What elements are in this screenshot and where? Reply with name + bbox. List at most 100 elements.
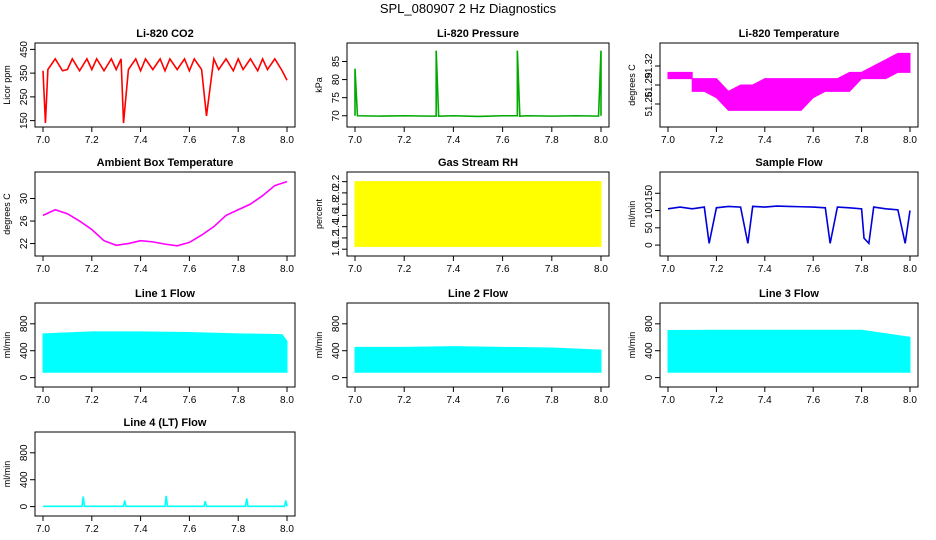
- chart-line-3-flow-x-tick-label: 7.4: [758, 395, 772, 406]
- chart-li-820-co2-y-tick-label: 150: [19, 112, 30, 129]
- chart-sample-flow-frame: [659, 171, 919, 257]
- chart-li-820-temperature-title: Li-820 Temperature: [739, 28, 840, 40]
- chart-line-1-flow-ylabel: ml/min: [2, 332, 12, 359]
- chart-li-820-co2-title: Li-820 CO2: [136, 28, 193, 40]
- chart-li-820-pressure-x-tick-label: 7.4: [446, 135, 460, 146]
- chart-line-4-lt-flow-y-tick-label: 400: [19, 471, 30, 488]
- chart-ambient-box-temperature-y-tick-label: 26: [19, 215, 30, 227]
- chart-line-4-lt-flow-y-tick-label: 0: [19, 503, 30, 509]
- chart-line-4-lt-flow-y-tick-label: 800: [19, 444, 30, 461]
- chart-sample-flow-y-tick-label: 150: [644, 184, 655, 201]
- chart-li-820-temperature-band: [667, 52, 911, 111]
- chart-li-820-co2-frame: [34, 42, 296, 128]
- chart-line-2-flow-band: [354, 346, 602, 373]
- chart-gas-stream-rh-y-tick-label: 1.0: [331, 242, 342, 256]
- chart-ambient-box-temperature-x-tick-label: 7.6: [182, 264, 196, 275]
- chart-gas-stream-rh-y-tick-label: 1.4: [331, 219, 342, 233]
- chart-li-820-pressure-frame: [346, 42, 610, 128]
- chart-li-820-temperature-x-tick-label: 7.8: [855, 135, 869, 146]
- chart-sample-flow-x-tick-label: 7.2: [709, 264, 723, 275]
- chart-line-4-lt-flow-x-tick-label: 7.8: [231, 524, 245, 535]
- chart-li-820-pressure-line: [354, 50, 602, 118]
- chart-li-820-temperature-y-tick-label: 51.29: [644, 72, 655, 97]
- chart-line-2-flow-frame: [346, 302, 610, 388]
- chart-sample-flow-line: [667, 205, 911, 246]
- chart-line-3-flow-y-tick-label: 800: [644, 315, 655, 332]
- chart-line-4-lt-flow-x-tick-label: 7.6: [182, 524, 196, 535]
- chart-ambient-box-temperature-x-tick-label: 7.2: [85, 264, 99, 275]
- chart-ambient-box-temperature-line: [42, 180, 288, 247]
- chart-ambient-box-temperature-x-tick-label: 8.0: [280, 264, 294, 275]
- page-title: SPL_080907 2 Hz Diagnostics: [379, 1, 557, 16]
- chart-line-1-flow-y-tick-label: 0: [19, 374, 30, 380]
- chart-li-820-pressure-ylabel: kPa: [314, 77, 324, 93]
- chart-li-820-pressure-x-tick-label: 8.0: [594, 135, 608, 146]
- chart-li-820-temperature-x-tick-label: 7.2: [709, 135, 723, 146]
- chart-ambient-box-temperature-x-tick-label: 7.8: [231, 264, 245, 275]
- chart-sample-flow-title: Sample Flow: [755, 157, 823, 169]
- chart-line-4-lt-flow-x-tick-label: 8.0: [280, 524, 294, 535]
- chart-li-820-co2-y-tick-label: 450: [19, 41, 30, 58]
- chart-line-4-lt-flow-ylabel: ml/min: [2, 461, 12, 488]
- chart-li-820-pressure-y-tick-label: 85: [331, 55, 342, 67]
- chart-gas-stream-rh-x-tick-label: 7.0: [348, 264, 362, 275]
- chart-sample-flow-x-tick-label: 7.6: [806, 264, 820, 275]
- chart-sample-flow-x-tick-label: 7.0: [661, 264, 675, 275]
- chart-line-1-flow-x-tick-label: 7.0: [36, 395, 50, 406]
- chart-li-820-pressure-x-tick-label: 7.6: [496, 135, 510, 146]
- chart-li-820-temperature-x-tick-label: 7.4: [758, 135, 772, 146]
- chart-line-2-flow-y-tick-label: 0: [331, 374, 342, 380]
- chart-line-4-lt-flow-x-tick-label: 7.2: [85, 524, 99, 535]
- chart-sample-flow-y-tick-label: 0: [644, 242, 655, 248]
- chart-li-820-pressure-x-tick-label: 7.0: [348, 135, 362, 146]
- chart-line-2-flow-x-tick-label: 8.0: [594, 395, 608, 406]
- chart-ambient-box-temperature-y-tick-label: 22: [19, 238, 30, 250]
- chart-line-1-flow-x-tick-label: 7.2: [85, 395, 99, 406]
- chart-li-820-pressure-y-tick-label: 80: [331, 74, 342, 86]
- chart-li-820-temperature-x-tick-label: 7.6: [806, 135, 820, 146]
- chart-li-820-temperature-y-tick-label: 51.26: [644, 91, 655, 116]
- chart-sample-flow-ylabel: ml/min: [627, 201, 637, 228]
- chart-li-820-temperature-ylabel: degrees C: [627, 64, 637, 106]
- chart-gas-stream-rh-ylabel: percent: [314, 198, 324, 229]
- chart-li-820-pressure-y-tick-label: 70: [331, 110, 342, 122]
- chart-line-3-flow-x-tick-label: 7.2: [709, 395, 723, 406]
- chart-line-3-flow-band: [667, 329, 911, 373]
- chart-gas-stream-rh-x-tick-label: 8.0: [594, 264, 608, 275]
- chart-line-2-flow-x-tick-label: 7.8: [545, 395, 559, 406]
- chart-line-1-flow-x-tick-label: 7.6: [182, 395, 196, 406]
- chart-li-820-temperature-y-tick-label: 51.32: [644, 53, 655, 78]
- chart-gas-stream-rh-band: [354, 181, 602, 247]
- chart-li-820-pressure-x-tick-label: 7.2: [397, 135, 411, 146]
- chart-gas-stream-rh-x-tick-label: 7.2: [397, 264, 411, 275]
- chart-gas-stream-rh-y-tick-label: 1.6: [331, 208, 342, 222]
- chart-line-3-flow-ylabel: ml/min: [627, 332, 637, 359]
- chart-line-2-flow-y-tick-label: 400: [331, 342, 342, 359]
- chart-line-3-flow-x-tick-label: 7.6: [806, 395, 820, 406]
- chart-li-820-temperature-x-tick-label: 8.0: [903, 135, 917, 146]
- chart-gas-stream-rh-y-tick-label: 2.0: [331, 186, 342, 200]
- chart-li-820-co2-x-tick-label: 7.2: [85, 135, 99, 146]
- chart-line-4-lt-flow-title: Line 4 (LT) Flow: [124, 417, 207, 429]
- chart-li-820-co2-x-tick-label: 7.4: [134, 135, 148, 146]
- chart-sample-flow-x-tick-label: 8.0: [903, 264, 917, 275]
- chart-li-820-co2-y-tick-label: 250: [19, 88, 30, 105]
- chart-line-4-lt-flow-x-tick-label: 7.4: [134, 524, 148, 535]
- chart-ambient-box-temperature-x-tick-label: 7.4: [134, 264, 148, 275]
- chart-line-2-flow-x-tick-label: 7.2: [397, 395, 411, 406]
- chart-line-4-lt-flow-frame: [34, 431, 296, 517]
- chart-line-2-flow-x-tick-label: 7.0: [348, 395, 362, 406]
- chart-line-4-lt-flow-x-tick-label: 7.0: [36, 524, 50, 535]
- chart-line-3-flow-title: Line 3 Flow: [759, 288, 819, 300]
- chart-ambient-box-temperature-x-tick-label: 7.0: [36, 264, 50, 275]
- chart-li-820-co2-y-tick-label: 350: [19, 64, 30, 81]
- chart-li-820-temperature-x-tick-label: 7.0: [661, 135, 675, 146]
- chart-gas-stream-rh-y-tick-label: 2.2: [331, 174, 342, 188]
- chart-line-1-flow-y-tick-label: 800: [19, 315, 30, 332]
- chart-line-2-flow-ylabel: ml/min: [314, 332, 324, 359]
- chart-ambient-box-temperature-title: Ambient Box Temperature: [97, 157, 234, 169]
- chart-line-1-flow-y-tick-label: 400: [19, 342, 30, 359]
- chart-line-2-flow-x-tick-label: 7.4: [446, 395, 460, 406]
- chart-line-2-flow-title: Line 2 Flow: [448, 288, 508, 300]
